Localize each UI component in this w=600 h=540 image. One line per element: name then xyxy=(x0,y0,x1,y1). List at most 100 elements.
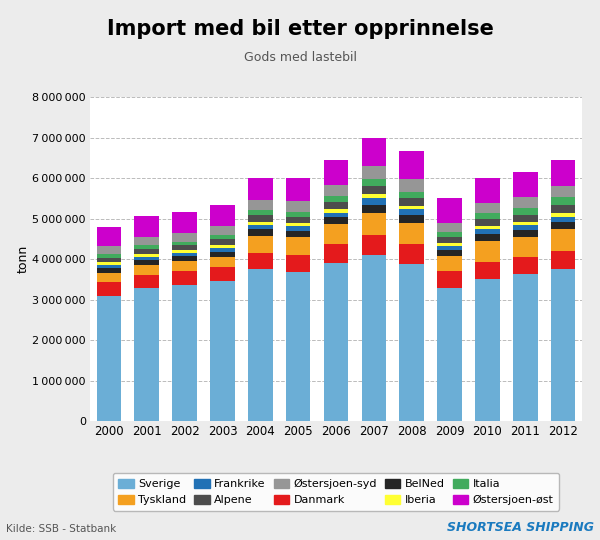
Bar xyxy=(324,209,348,213)
Bar xyxy=(134,265,159,275)
Bar xyxy=(172,251,197,253)
Bar xyxy=(362,205,386,213)
Bar xyxy=(513,237,538,257)
Bar xyxy=(172,233,197,241)
Bar xyxy=(551,197,575,205)
Bar xyxy=(97,296,121,421)
Bar xyxy=(172,261,197,271)
Bar xyxy=(210,252,235,257)
Bar xyxy=(97,258,121,262)
Bar xyxy=(437,232,462,237)
Bar xyxy=(248,253,272,269)
Bar xyxy=(286,212,310,217)
Bar xyxy=(172,212,197,233)
Bar xyxy=(400,223,424,244)
Bar xyxy=(324,218,348,225)
Bar xyxy=(97,262,121,265)
Bar xyxy=(134,288,159,421)
Bar xyxy=(134,254,159,257)
Bar xyxy=(475,226,500,230)
Bar xyxy=(551,217,575,222)
Bar xyxy=(210,226,235,235)
Bar xyxy=(210,239,235,245)
Bar xyxy=(324,185,348,196)
Bar xyxy=(551,222,575,230)
Bar xyxy=(437,243,462,246)
Bar xyxy=(400,179,424,192)
Bar xyxy=(134,217,159,237)
Bar xyxy=(286,217,310,223)
Bar xyxy=(437,199,462,223)
Bar xyxy=(362,166,386,179)
Bar xyxy=(248,178,272,200)
Bar xyxy=(437,237,462,243)
Bar xyxy=(134,260,159,265)
Text: Import med bil etter opprinnelse: Import med bil etter opprinnelse xyxy=(107,19,493,39)
Bar xyxy=(362,213,386,235)
Bar xyxy=(513,274,538,421)
Bar xyxy=(513,215,538,221)
Bar xyxy=(286,201,310,212)
Bar xyxy=(551,269,575,421)
Text: Kilde: SSB - Statbank: Kilde: SSB - Statbank xyxy=(6,523,116,534)
Bar xyxy=(324,213,348,218)
Bar xyxy=(210,235,235,239)
Bar xyxy=(134,237,159,245)
Bar xyxy=(437,250,462,255)
Bar xyxy=(210,257,235,267)
Bar xyxy=(551,251,575,269)
Bar xyxy=(324,196,348,202)
Bar xyxy=(362,199,386,205)
Text: SHORTSEA SHIPPING: SHORTSEA SHIPPING xyxy=(447,521,594,534)
Bar xyxy=(97,273,121,282)
Bar xyxy=(172,241,197,245)
Bar xyxy=(475,202,500,213)
Y-axis label: tonn: tonn xyxy=(16,245,29,273)
Legend: Sverige, Tyskland, Frankrike, Alpene, Østersjoen-syd, Danmark, BelNed, Iberia, I: Sverige, Tyskland, Frankrike, Alpene, Øs… xyxy=(113,473,559,511)
Bar xyxy=(134,245,159,249)
Bar xyxy=(362,255,386,421)
Text: Gods med lastebil: Gods med lastebil xyxy=(244,51,356,64)
Bar xyxy=(513,197,538,208)
Bar xyxy=(475,241,500,262)
Bar xyxy=(97,246,121,254)
Bar xyxy=(210,267,235,281)
Bar xyxy=(475,234,500,241)
Bar xyxy=(513,208,538,215)
Bar xyxy=(97,268,121,273)
Bar xyxy=(513,257,538,274)
Bar xyxy=(475,219,500,226)
Bar xyxy=(97,282,121,296)
Bar xyxy=(248,235,272,253)
Bar xyxy=(362,235,386,255)
Bar xyxy=(362,194,386,199)
Bar xyxy=(324,160,348,185)
Bar xyxy=(400,215,424,223)
Bar xyxy=(551,213,575,217)
Bar xyxy=(248,229,272,235)
Bar xyxy=(210,281,235,421)
Bar xyxy=(134,249,159,254)
Bar xyxy=(400,264,424,421)
Bar xyxy=(248,200,272,210)
Bar xyxy=(324,202,348,209)
Bar xyxy=(286,178,310,201)
Bar xyxy=(437,271,462,288)
Bar xyxy=(513,230,538,237)
Bar xyxy=(475,178,500,202)
Bar xyxy=(475,280,500,421)
Bar xyxy=(551,230,575,251)
Bar xyxy=(362,186,386,194)
Bar xyxy=(286,223,310,226)
Bar xyxy=(210,205,235,226)
Bar xyxy=(172,256,197,261)
Bar xyxy=(400,192,424,198)
Bar xyxy=(97,254,121,258)
Bar xyxy=(324,225,348,244)
Bar xyxy=(475,262,500,280)
Bar xyxy=(437,255,462,271)
Bar xyxy=(286,255,310,272)
Bar xyxy=(248,225,272,230)
Bar xyxy=(248,269,272,421)
Bar xyxy=(286,272,310,421)
